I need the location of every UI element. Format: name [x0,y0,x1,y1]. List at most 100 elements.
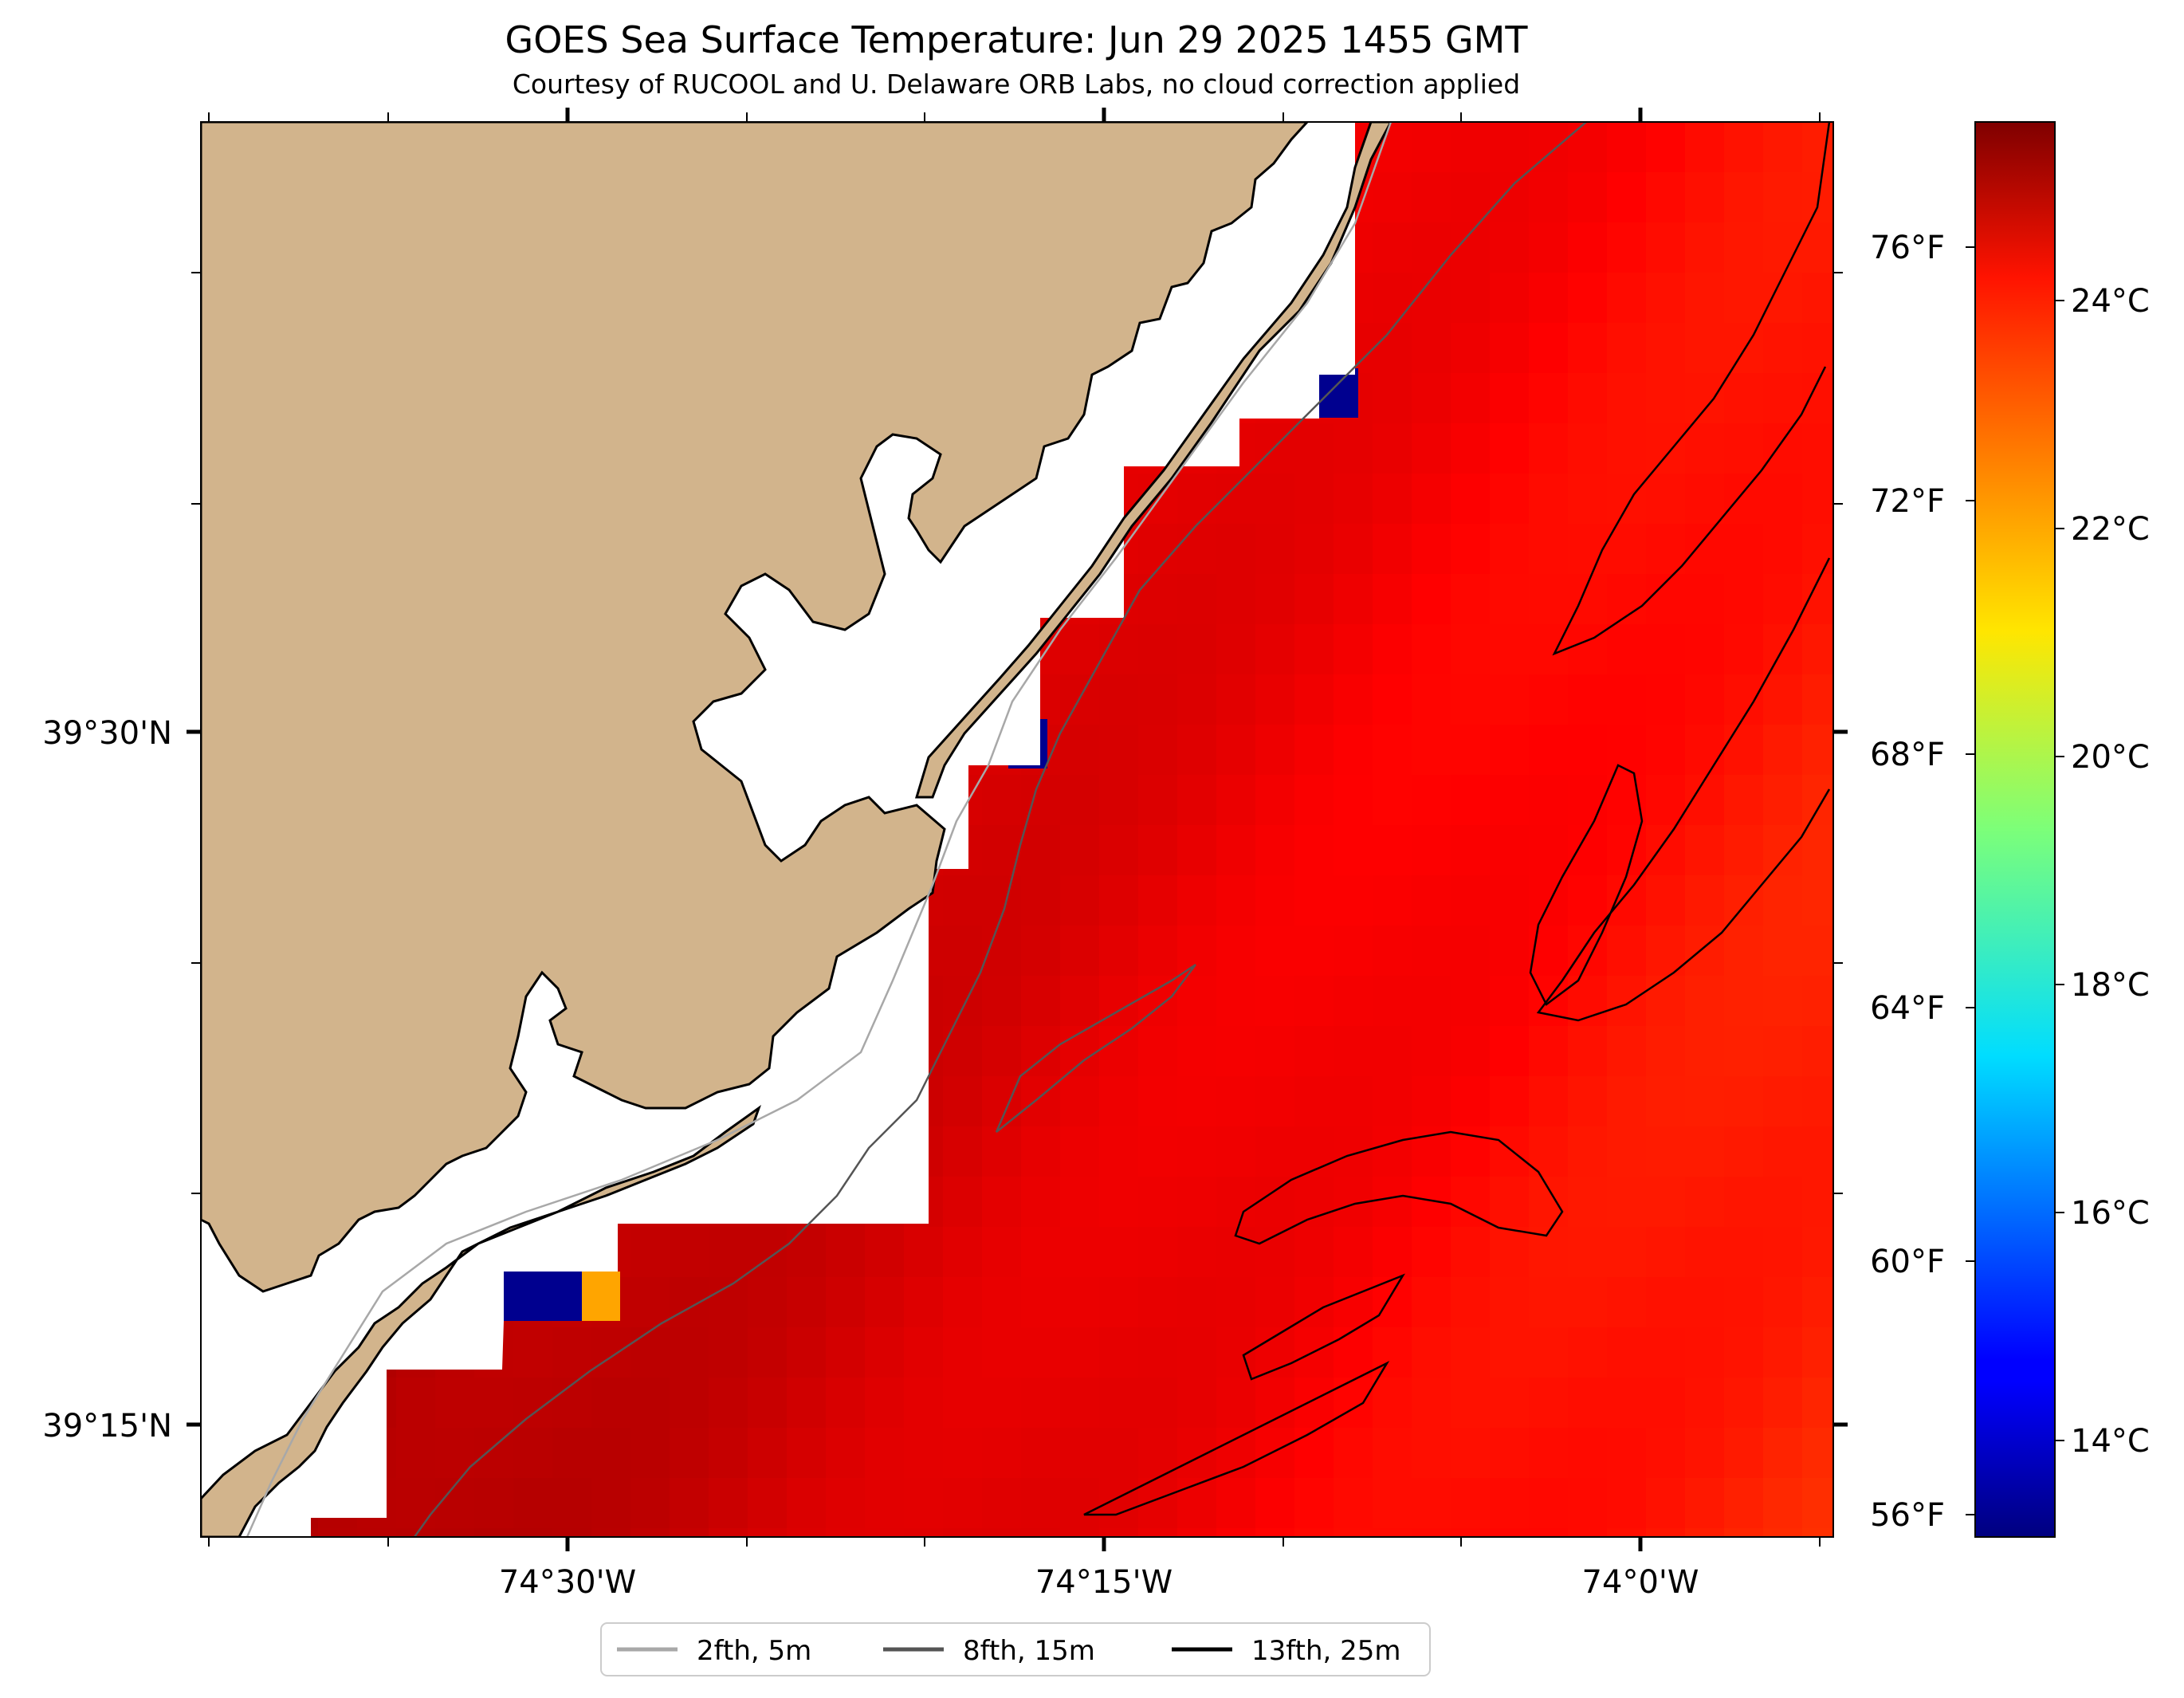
colorbar-celsius-label: 18°C [2071,967,2150,1004]
sst-cell [1724,273,1764,324]
sst-cell [1802,222,1833,273]
sst-cell [1412,1478,1451,1529]
legend-label-2fth: 2fth, 5m [697,1635,811,1667]
sst-cell [826,1478,866,1529]
sst-cell [1373,222,1412,273]
sst-cell [943,976,983,1027]
sst-cell [1685,725,1725,776]
sst-cell [748,1378,788,1429]
sst-cell [1099,725,1139,776]
sst-cell [1763,574,1803,625]
sst-cell [1451,1227,1491,1278]
sst-cell [1412,474,1451,525]
sst-cell [1412,875,1451,926]
sst-cell [1412,1277,1451,1328]
sst-cell [904,1327,944,1378]
sst-cell [1294,1528,1334,1537]
sst-cell [1099,875,1139,926]
sst-cell [1373,423,1412,474]
sst-cell [1216,875,1256,926]
sst-cell [1685,474,1725,525]
sst-cell [1451,1478,1491,1529]
sst-cell [1685,1478,1725,1529]
colorbar-fahrenheit-label: 60°F [1870,1244,1945,1280]
sst-cell [1373,1428,1412,1479]
sst-cell [1138,674,1178,725]
sst-cell [1529,1227,1569,1278]
sst-cell [1802,926,1833,977]
sst-cell [1451,1076,1491,1127]
sst-cell [1294,1378,1334,1429]
sst-cell [1177,875,1217,926]
sst-cell [1451,825,1491,876]
isobath-13fth-d [1234,1130,1564,1245]
sst-cell [826,1428,866,1479]
sst-cell [826,1528,866,1537]
sst-cell [1529,875,1569,926]
sst-cell [1177,775,1217,826]
sst-cell [1451,1277,1491,1328]
isobath-13fth-e [1083,1360,1390,1516]
sst-cell [1177,725,1217,776]
sst-cell [787,1478,827,1529]
sst-cell [1373,1478,1412,1529]
sst-cell [904,1277,944,1328]
sst-cell [1529,1026,1569,1077]
sst-cell [1099,1076,1139,1127]
sst-cell [1802,122,1833,173]
sst-cell [1060,1277,1100,1328]
sst-cell [591,1528,631,1537]
sst-cell [591,1478,631,1529]
sst-cell [1646,1126,1686,1177]
sst-cell [1138,624,1178,675]
sst-cell [552,1428,592,1479]
x-tick-label-74-30: 74°30'W [499,1564,636,1601]
sst-cell [982,1478,1022,1529]
sst-cell [1060,1076,1100,1127]
sst-cell [1216,1277,1256,1328]
legend-frame [600,1622,1431,1676]
sst-cell [1451,524,1491,575]
sst-cell [1607,825,1647,876]
sst-cell [1607,273,1647,324]
sst-cell [1568,423,1608,474]
sst-cell [1138,1277,1178,1328]
sst-cell [1763,1227,1803,1278]
x-tick-label-74-15: 74°15'W [1035,1564,1173,1601]
sst-cell [630,1327,670,1378]
sst-cell [1412,1378,1451,1429]
sst-cell [1646,725,1686,776]
sst-cell [1216,1026,1256,1077]
sst-cell [1685,1528,1725,1537]
sst-cell [1529,725,1569,776]
sst-cell [1802,273,1833,324]
sst-cell [709,1327,748,1378]
sst-cell [1216,1126,1256,1177]
sst-cell [1373,1528,1412,1537]
sst-cell [1294,1177,1334,1228]
sst-cell [1568,1428,1608,1479]
sst-cell [1646,624,1686,675]
sst-cell [552,1478,592,1529]
sst-cell [513,1478,553,1529]
isobath-13fth-c [1529,764,1644,1006]
sst-cell [1412,1126,1451,1177]
sst-cell [1763,674,1803,725]
sst-cell [1177,1177,1217,1228]
sst-cell [1763,875,1803,926]
sst-cell [1763,1528,1803,1537]
sst-cell [1334,524,1373,575]
sst-cell [1021,1227,1061,1278]
sst-cell [1334,1026,1373,1077]
sst-cell [1177,574,1217,625]
colorbar-ticks [1966,246,2064,1515]
sst-cell [1568,323,1608,374]
sst-cell [1490,574,1530,625]
colorbar-celsius-label: 20°C [2071,739,2150,776]
sst-cell [1763,1327,1803,1378]
sst-cell [1138,825,1178,876]
sst-cell [1568,1177,1608,1228]
sst-cell [1763,172,1803,223]
sst-cell [904,1227,944,1278]
sst-cell [943,1478,983,1529]
